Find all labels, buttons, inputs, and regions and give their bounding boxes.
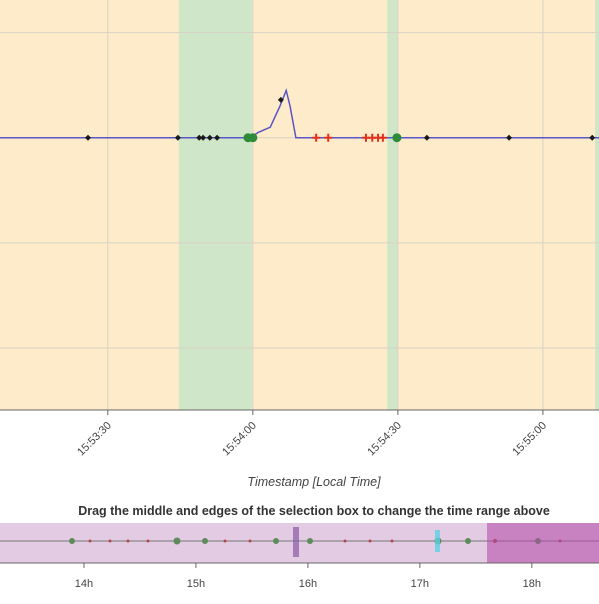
x-tick-label: 15:53:30 [75,420,114,459]
marker [324,133,333,142]
navigator-marker [293,527,299,557]
selection-box[interactable] [487,523,599,563]
marker [174,134,181,141]
marker [214,134,221,141]
band [178,0,252,410]
x-tick-label: 15:54:00 [220,420,259,459]
marker [589,134,596,141]
marker [423,134,430,141]
marker [378,133,387,142]
navigator-tick-label: 17h [411,578,429,590]
marker [200,134,207,141]
marker [392,133,402,143]
x-tick-label: 15:55:00 [510,420,549,459]
marker [312,133,321,142]
band [387,0,398,410]
x-tick-label: 15:54:30 [365,420,404,459]
navigator-tick-label: 14h [75,578,93,590]
band [595,0,599,410]
navigator-marker [435,530,440,552]
marker [506,134,513,141]
plot-background [0,0,599,410]
marker [277,96,284,103]
navigator-tick-label: 18h [523,578,541,590]
navigator-tick-label: 16h [299,578,317,590]
marker [84,134,91,141]
marker [196,134,203,141]
navigator-tick-label: 15h [187,578,205,590]
plot: 15:53:30 15:54:00 15:54:30 15:55:00 [0,0,599,458]
x-axis-title: Timestamp [Local Time] [247,475,381,489]
marker [206,134,213,141]
navigator-title: Drag the middle and edges of the selecti… [78,504,550,518]
marker [248,133,258,143]
